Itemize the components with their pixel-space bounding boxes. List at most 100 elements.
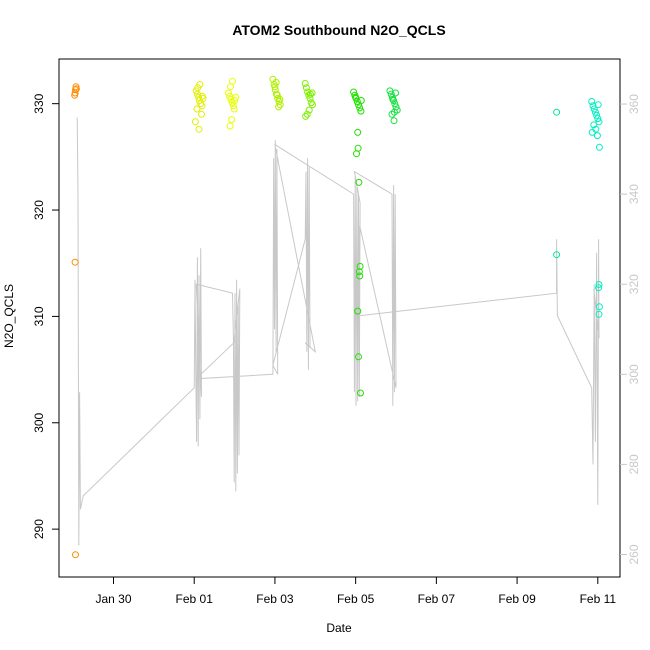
data-point (595, 118, 603, 126)
data-point (357, 97, 365, 104)
data-point (357, 107, 365, 115)
y-tick-label: 320 (32, 200, 46, 220)
data-point (308, 89, 316, 97)
data-point (303, 110, 311, 118)
data-point (225, 89, 232, 97)
point-series (71, 75, 603, 559)
data-point (594, 101, 602, 109)
data-point (590, 121, 598, 129)
data-point (309, 101, 316, 109)
data-point (595, 303, 603, 311)
data-point (198, 102, 206, 110)
data-point (588, 128, 596, 136)
x-tick-label: Feb 05 (337, 592, 375, 606)
y2-tick-label: 280 (627, 454, 641, 474)
data-point (191, 118, 199, 126)
y-tick-label: 310 (32, 306, 46, 326)
data-point (356, 272, 364, 280)
y-axis-label: N2O_QCLS (2, 284, 16, 348)
data-point (357, 389, 364, 397)
line-series (76, 117, 600, 546)
data-point (353, 98, 361, 105)
data-point (354, 307, 362, 315)
data-point (354, 128, 362, 136)
x-tick-label: Feb 11 (580, 592, 617, 606)
y2-tick-label: 340 (627, 184, 641, 204)
data-point (355, 178, 363, 186)
y-tick-label: 300 (32, 412, 46, 432)
data-point (390, 97, 398, 104)
x-tick-label: Feb 09 (498, 592, 536, 606)
y-tick-label: 330 (32, 93, 46, 113)
x-tick-label: Jan 30 (95, 592, 131, 606)
y2-tick-label: 360 (627, 94, 641, 114)
data-point (273, 90, 280, 98)
data-point (276, 101, 284, 109)
data-point (392, 89, 400, 97)
data-point (593, 111, 601, 119)
data-point (356, 262, 364, 270)
data-point (275, 103, 283, 111)
data-point (301, 80, 309, 87)
series-line (76, 117, 600, 546)
data-point (355, 353, 362, 361)
x-tick-label: Feb 07 (418, 592, 456, 606)
data-point (595, 284, 603, 292)
data-point (594, 115, 602, 123)
data-point (229, 102, 237, 110)
data-point (231, 97, 239, 104)
data-point (593, 132, 601, 140)
data-point (389, 95, 397, 103)
data-point (229, 77, 236, 85)
data-point (276, 95, 284, 103)
data-point (390, 117, 398, 125)
data-point (71, 258, 79, 266)
y-axis: 290 300 310 320 330 (32, 93, 59, 539)
data-point (595, 310, 603, 318)
y2-tick-label: 320 (627, 274, 641, 294)
data-point (193, 105, 201, 113)
chart-title: ATOM2 Southbound N2O_QCLS (232, 22, 445, 38)
data-point (553, 251, 561, 259)
data-point (198, 92, 206, 100)
data-point (553, 108, 561, 116)
x-tick-label: Feb 01 (176, 592, 214, 606)
data-point (226, 122, 234, 130)
data-point (72, 85, 80, 93)
data-point (588, 98, 596, 105)
data-point (72, 551, 79, 559)
data-point (302, 112, 310, 120)
data-point (589, 102, 597, 110)
x-tick-label: Feb 03 (256, 592, 294, 606)
y2-tick-label: 300 (627, 364, 641, 384)
x-axis-label: Date (326, 621, 352, 635)
data-point (196, 81, 204, 88)
data-point (302, 84, 310, 92)
data-point (228, 116, 236, 124)
data-point (305, 106, 313, 114)
data-point (198, 110, 205, 118)
x-axis: Jan 30 Feb 01 Feb 03 Feb 05 Feb 07 Feb 09 Feb … (95, 577, 616, 606)
y2-tick-label: 260 (627, 544, 641, 564)
data-point (230, 105, 238, 113)
data-point (272, 78, 280, 86)
data-point (355, 268, 363, 276)
data-point (595, 281, 603, 288)
data-point (391, 100, 399, 108)
data-point (271, 83, 279, 91)
y2-axis: 260 280 300 320 340 360 (620, 94, 641, 564)
data-point (71, 91, 79, 99)
data-point (595, 143, 603, 151)
data-point (352, 93, 360, 101)
data-point (353, 150, 360, 158)
y-tick-label: 290 (32, 519, 46, 539)
data-point (72, 86, 79, 94)
data-point (195, 125, 203, 133)
data-point (356, 104, 364, 112)
data-point (590, 105, 598, 113)
data-point (306, 90, 314, 98)
plot-frame (58, 58, 621, 578)
data-point (591, 108, 599, 116)
data-point (232, 93, 240, 101)
